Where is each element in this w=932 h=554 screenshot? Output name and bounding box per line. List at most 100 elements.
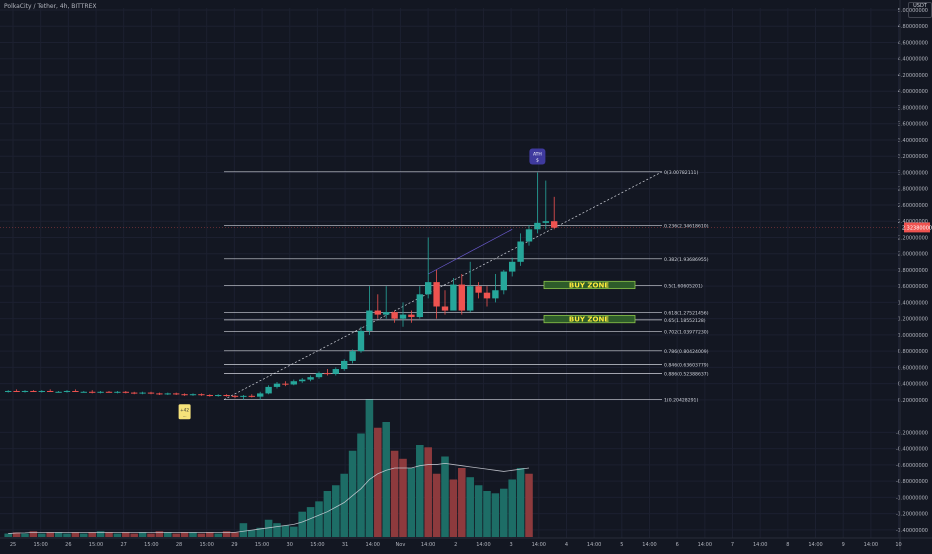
time-tick-label: Nov bbox=[396, 542, 406, 548]
candle-body bbox=[139, 392, 146, 394]
price-tick-label: -1.20000000 bbox=[896, 512, 928, 518]
candle-body bbox=[5, 390, 12, 392]
price-tick-label: 0.80000000 bbox=[898, 349, 928, 355]
volume-bar bbox=[298, 511, 306, 537]
candle-body bbox=[105, 391, 113, 393]
time-tick-label: 27 bbox=[121, 542, 127, 548]
volume-bar bbox=[357, 433, 365, 537]
candle-body bbox=[30, 390, 37, 392]
volume-bar bbox=[416, 445, 424, 537]
volume-bar bbox=[382, 422, 390, 537]
grid bbox=[0, 8, 900, 538]
time-tick-label: 14:00 bbox=[366, 542, 380, 548]
fib-level-label: 0.846(0.63603779) bbox=[664, 362, 709, 368]
candle-body bbox=[290, 381, 297, 385]
volume-bar bbox=[306, 507, 315, 537]
time-tick-label: 15:00 bbox=[200, 542, 214, 548]
fib-level-label: 0.236(2.34618610) bbox=[664, 224, 709, 230]
time-tick-label: 8 bbox=[786, 542, 789, 548]
volume-bar bbox=[264, 519, 273, 537]
price-tick-label: -0.40000000 bbox=[896, 447, 928, 453]
current-price-tag bbox=[904, 222, 930, 233]
price-tick-label: 4.80000000 bbox=[898, 24, 928, 30]
price-tick-label: 4.20000000 bbox=[898, 73, 928, 79]
volume-bar bbox=[147, 533, 155, 537]
volume-bar bbox=[256, 527, 264, 537]
time-tick-label: 29 bbox=[231, 542, 237, 548]
fib-level-label: 1(0.20428291) bbox=[664, 398, 698, 404]
candle-body bbox=[122, 391, 129, 393]
candle-body bbox=[189, 394, 197, 396]
volume-bar bbox=[96, 531, 105, 537]
fib-level-label: 0.618(1.27521456) bbox=[664, 311, 709, 317]
price-tick-label: 3.00000000 bbox=[898, 170, 928, 176]
volume-bar bbox=[449, 479, 458, 537]
time-tick-label: 14:00 bbox=[698, 542, 712, 548]
candle-body bbox=[231, 395, 239, 397]
candle-body bbox=[181, 394, 188, 396]
candle-body bbox=[534, 222, 541, 230]
candle-body bbox=[315, 373, 323, 378]
volume-ma-layer bbox=[8, 462, 530, 534]
candle-body bbox=[467, 286, 474, 311]
buy-zone-box bbox=[543, 315, 636, 324]
ath-badge-line2: $ bbox=[536, 157, 539, 163]
candle-body bbox=[408, 314, 415, 318]
volume-bar bbox=[399, 458, 407, 537]
time-tick-label: 14:00 bbox=[808, 542, 822, 548]
candle-body bbox=[248, 395, 255, 397]
time-tick-label: 14:00 bbox=[753, 542, 767, 548]
candle-body bbox=[114, 391, 121, 393]
price-tick-label: 2.80000000 bbox=[898, 187, 928, 193]
volume-bar bbox=[155, 531, 164, 537]
candle-body bbox=[441, 306, 449, 311]
time-tick-label: 14:00 bbox=[864, 542, 878, 548]
event-flag-line2: ... bbox=[183, 412, 187, 417]
time-tick-label: 14:00 bbox=[421, 542, 435, 548]
volume-bar bbox=[231, 532, 239, 537]
price-tick-label: 2.60000000 bbox=[898, 203, 928, 209]
fib-level-label: 0(3.00782111) bbox=[664, 170, 698, 176]
candle-body bbox=[458, 284, 465, 311]
candle-body bbox=[215, 395, 222, 397]
volume-bar bbox=[290, 526, 298, 537]
price-tick-label: -0.60000000 bbox=[896, 463, 928, 469]
candle-body bbox=[47, 390, 54, 392]
price-tick-label: 3.60000000 bbox=[898, 122, 928, 128]
fib-level-label: 0.886(0.52388637) bbox=[664, 372, 709, 378]
time-tick-label: 25 bbox=[10, 542, 16, 548]
time-tick-label: 5 bbox=[620, 542, 623, 548]
candle-body bbox=[13, 390, 20, 392]
volume-bar bbox=[508, 479, 516, 537]
volume-bar bbox=[365, 399, 374, 537]
candle-body bbox=[299, 379, 306, 382]
candle-body bbox=[517, 241, 524, 262]
candle-body bbox=[416, 294, 423, 318]
candle-body bbox=[500, 271, 507, 291]
price-tick-label: 4.40000000 bbox=[898, 57, 928, 63]
volume-bar bbox=[29, 531, 38, 537]
volume-bar bbox=[466, 477, 474, 537]
volume-bar bbox=[348, 450, 357, 537]
candle-body bbox=[391, 312, 398, 319]
volume-bar bbox=[130, 533, 138, 537]
currency-selector[interactable]: USDT bbox=[908, 2, 932, 18]
trend-layer bbox=[223, 171, 663, 400]
candle-body bbox=[399, 314, 407, 319]
candle-body bbox=[450, 284, 457, 311]
time-tick-label: 15:00 bbox=[144, 542, 158, 548]
price-tick-label: -1.00000000 bbox=[896, 495, 928, 501]
time-tick-label: 14:00 bbox=[476, 542, 490, 548]
price-tick-label: 2.20000000 bbox=[898, 235, 928, 241]
volume-bar bbox=[281, 525, 290, 537]
volume-bar bbox=[164, 532, 172, 537]
candle-body bbox=[324, 373, 331, 375]
candle-body bbox=[525, 229, 533, 242]
fib-level-label: 0.786(0.80424009) bbox=[664, 349, 709, 355]
fib-level-label: 0.382(1.93686955) bbox=[664, 257, 709, 263]
symbol-title: PolkaCity / Tether, 4h, BITTREX bbox=[4, 3, 97, 10]
candle-body bbox=[542, 221, 549, 223]
volume-bar bbox=[516, 468, 525, 537]
